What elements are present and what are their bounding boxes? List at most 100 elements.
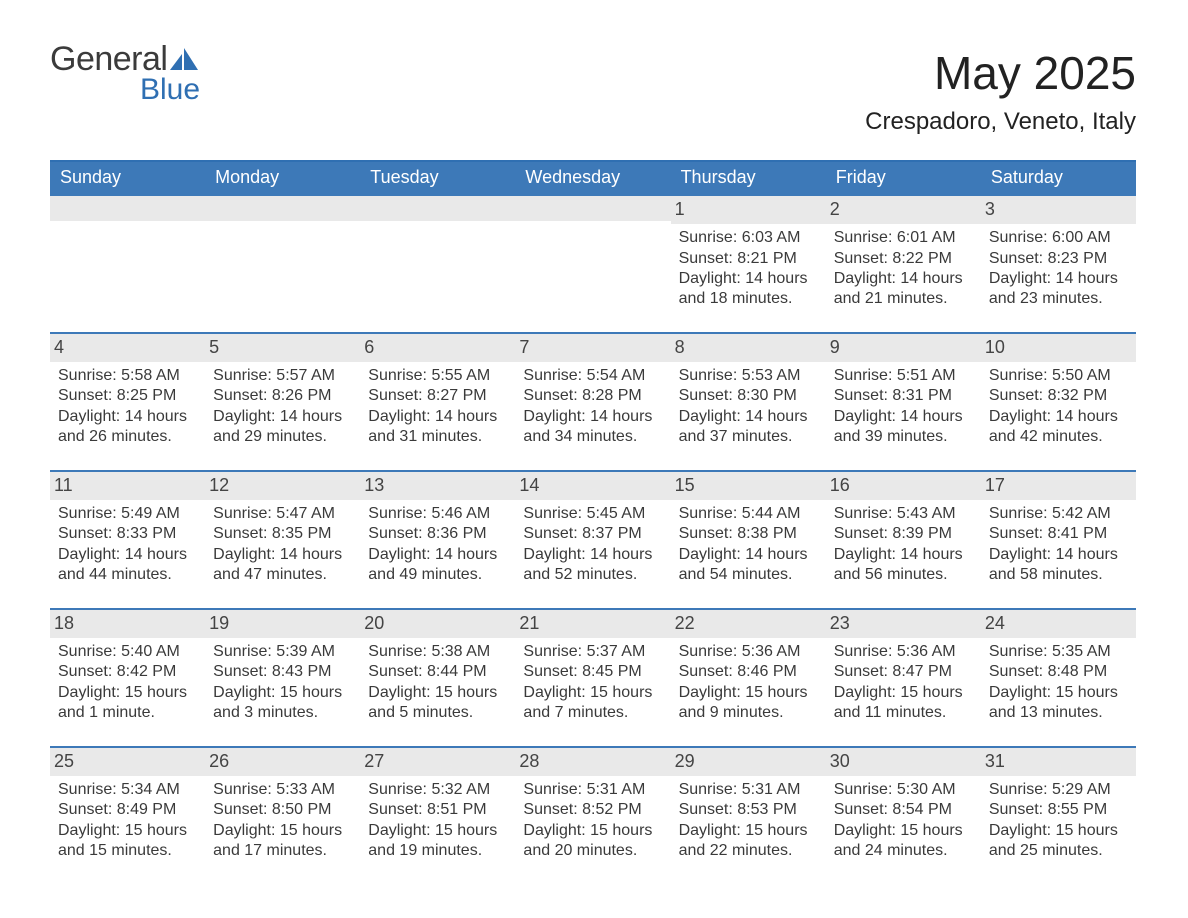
daylight-line-label: Daylight: <box>834 546 896 563</box>
brand-logo: General Blue <box>50 40 200 107</box>
sunrise-line-value: 5:53 AM <box>742 367 801 384</box>
daylight-line-label: Daylight: <box>213 546 275 563</box>
day-number: 27 <box>360 748 515 776</box>
calendar-day: 18Sunrise: 5:40 AMSunset: 8:42 PMDayligh… <box>50 610 205 746</box>
day-details: Sunrise: 5:44 AMSunset: 8:38 PMDaylight:… <box>679 504 818 586</box>
day-number: 23 <box>826 610 981 638</box>
sunrise-line-label: Sunrise: <box>834 781 893 798</box>
sunset-line: Sunset: 8:23 PM <box>989 249 1128 269</box>
day-details: Sunrise: 5:29 AMSunset: 8:55 PMDaylight:… <box>989 780 1128 862</box>
day-details: Sunrise: 6:01 AMSunset: 8:22 PMDaylight:… <box>834 228 973 310</box>
sunrise-line: Sunrise: 5:32 AM <box>368 780 507 800</box>
sunset-line-label: Sunset: <box>213 801 267 818</box>
calendar-day: 22Sunrise: 5:36 AMSunset: 8:46 PMDayligh… <box>671 610 826 746</box>
sunset-line-value: 8:41 PM <box>1048 525 1108 542</box>
daylight-line: Daylight: 15 hours and 24 minutes. <box>834 821 973 862</box>
daylight-line-label: Daylight: <box>679 822 741 839</box>
daylight-line: Daylight: 14 hours and 31 minutes. <box>368 407 507 448</box>
calendar-day: 1Sunrise: 6:03 AMSunset: 8:21 PMDaylight… <box>671 196 826 332</box>
daylight-line: Daylight: 14 hours and 52 minutes. <box>523 545 662 586</box>
sunset-line: Sunset: 8:28 PM <box>523 386 662 406</box>
calendar-day: 3Sunrise: 6:00 AMSunset: 8:23 PMDaylight… <box>981 196 1136 332</box>
daylight-line-label: Daylight: <box>523 408 585 425</box>
daylight-line: Daylight: 15 hours and 5 minutes. <box>368 683 507 724</box>
sunset-line-label: Sunset: <box>989 525 1043 542</box>
sunset-line-value: 8:53 PM <box>737 801 797 818</box>
sunset-line: Sunset: 8:47 PM <box>834 662 973 682</box>
day-number: 5 <box>205 334 360 362</box>
weekday-header: Sunday <box>50 162 205 194</box>
sunrise-line-label: Sunrise: <box>834 229 893 246</box>
calendar-day: 12Sunrise: 5:47 AMSunset: 8:35 PMDayligh… <box>205 472 360 608</box>
sunset-line-value: 8:54 PM <box>892 801 952 818</box>
calendar-day: 31 Sunrise: 5:29 AMSunset: 8:55 PMDayligh… <box>981 748 1136 884</box>
sunset-line-label: Sunset: <box>368 525 422 542</box>
day-number: 29 <box>671 748 826 776</box>
sunrise-line: Sunrise: 5:36 AM <box>834 642 973 662</box>
sunset-line: Sunset: 8:48 PM <box>989 662 1128 682</box>
daylight-line-label: Daylight: <box>679 270 741 287</box>
sunrise-line: Sunrise: 5:49 AM <box>58 504 197 524</box>
sunrise-line: Sunrise: 6:01 AM <box>834 228 973 248</box>
daylight-line: Daylight: 15 hours and 3 minutes. <box>213 683 352 724</box>
sunset-line-value: 8:37 PM <box>582 525 642 542</box>
weekday-header: Saturday <box>981 162 1136 194</box>
daylight-line-label: Daylight: <box>834 270 896 287</box>
sunset-line-label: Sunset: <box>523 801 577 818</box>
day-number: 4 <box>50 334 205 362</box>
sunset-line-label: Sunset: <box>834 663 888 680</box>
sunset-line-value: 8:23 PM <box>1048 250 1108 267</box>
brand-word-2: Blue <box>140 73 200 107</box>
day-number: 25 <box>50 748 205 776</box>
day-number: 16 <box>826 472 981 500</box>
day-number: 31 <box>981 748 1136 776</box>
sunset-line-value: 8:30 PM <box>737 387 797 404</box>
sunrise-line: Sunrise: 5:51 AM <box>834 366 973 386</box>
sunset-line-value: 8:50 PM <box>272 801 332 818</box>
sunrise-line: Sunrise: 5:31 AM <box>523 780 662 800</box>
daylight-line-label: Daylight: <box>989 270 1051 287</box>
sunrise-line-label: Sunrise: <box>368 643 427 660</box>
calendar-day <box>50 196 205 332</box>
day-details: Sunrise: 5:42 AMSunset: 8:41 PMDaylight:… <box>989 504 1128 586</box>
sunrise-line-value: 5:37 AM <box>587 643 646 660</box>
daylight-line: Daylight: 14 hours and 42 minutes. <box>989 407 1128 448</box>
sunrise-line-value: 5:55 AM <box>431 367 490 384</box>
day-details: Sunrise: 5:30 AMSunset: 8:54 PMDaylight:… <box>834 780 973 862</box>
day-details: Sunrise: 5:40 AMSunset: 8:42 PMDaylight:… <box>58 642 197 724</box>
daylight-line-label: Daylight: <box>213 684 275 701</box>
sunset-line: Sunset: 8:46 PM <box>679 662 818 682</box>
sunrise-line-label: Sunrise: <box>58 643 117 660</box>
weekday-header: Friday <box>826 162 981 194</box>
sunset-line: Sunset: 8:45 PM <box>523 662 662 682</box>
sunset-line-label: Sunset: <box>834 250 888 267</box>
day-details: Sunrise: 5:36 AMSunset: 8:46 PMDaylight:… <box>679 642 818 724</box>
weekday-header: Monday <box>205 162 360 194</box>
calendar-week: 25Sunrise: 5:34 AMSunset: 8:49 PMDayligh… <box>50 746 1136 884</box>
sunset-line-label: Sunset: <box>523 525 577 542</box>
sunrise-line-label: Sunrise: <box>989 781 1048 798</box>
sunset-line: Sunset: 8:53 PM <box>679 800 818 820</box>
sunrise-line: Sunrise: 5:53 AM <box>679 366 818 386</box>
daylight-line-label: Daylight: <box>58 408 120 425</box>
daylight-line: Daylight: 15 hours and 1 minute. <box>58 683 197 724</box>
sunrise-line-label: Sunrise: <box>989 505 1048 522</box>
daylight-line: Daylight: 15 hours and 13 minutes. <box>989 683 1128 724</box>
sunrise-line-value: 5:50 AM <box>1052 367 1111 384</box>
sunrise-line-value: 5:51 AM <box>897 367 956 384</box>
sunset-line: Sunset: 8:52 PM <box>523 800 662 820</box>
daylight-line-label: Daylight: <box>58 546 120 563</box>
daylight-line-label: Daylight: <box>523 546 585 563</box>
daylight-line-label: Daylight: <box>679 546 741 563</box>
calendar-day: 21Sunrise: 5:37 AMSunset: 8:45 PMDayligh… <box>515 610 670 746</box>
sunrise-line-label: Sunrise: <box>679 367 738 384</box>
sunset-line: Sunset: 8:43 PM <box>213 662 352 682</box>
sunrise-line-label: Sunrise: <box>834 367 893 384</box>
sunrise-line-label: Sunrise: <box>679 781 738 798</box>
daylight-line: Daylight: 15 hours and 15 minutes. <box>58 821 197 862</box>
daylight-line-label: Daylight: <box>834 822 896 839</box>
sunrise-line-label: Sunrise: <box>989 229 1048 246</box>
daylight-line: Daylight: 15 hours and 19 minutes. <box>368 821 507 862</box>
daylight-line: Daylight: 14 hours and 23 minutes. <box>989 269 1128 310</box>
sunset-line: Sunset: 8:49 PM <box>58 800 197 820</box>
